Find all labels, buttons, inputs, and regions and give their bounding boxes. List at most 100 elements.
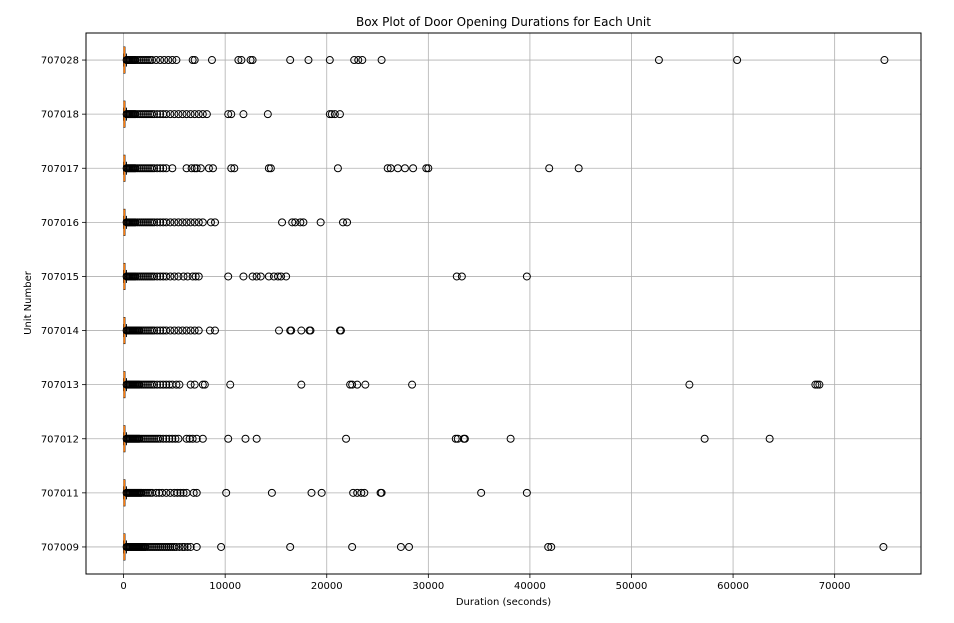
outlier-point (150, 110, 159, 119)
outlier-point (156, 56, 165, 65)
y-tick-label: 707018 (41, 110, 79, 121)
outlier-point (173, 488, 182, 497)
outlier-point (141, 488, 150, 497)
outlier-point (153, 272, 162, 281)
y-tick-label: 707015 (41, 272, 79, 283)
x-tick-label: 10000 (209, 581, 241, 592)
outlier-point (179, 488, 188, 497)
outlier-point (174, 272, 183, 281)
outlier-point (192, 164, 201, 173)
outlier-point (460, 434, 469, 443)
outlier-point (202, 110, 211, 119)
outlier-point (574, 164, 583, 173)
outlier-point (226, 380, 235, 389)
outlier-point (187, 164, 196, 173)
box-707009 (122, 533, 888, 561)
outlier-point (162, 218, 171, 227)
outlier-point (150, 542, 159, 551)
outlier-point (139, 326, 148, 335)
outlier-point (133, 110, 142, 119)
outlier-point (137, 434, 146, 443)
outlier-point (237, 56, 246, 65)
outlier-point (143, 488, 152, 497)
outlier-point (182, 110, 191, 119)
outlier-point (248, 272, 257, 281)
outlier-point (141, 164, 150, 173)
outlier-point (148, 542, 157, 551)
box-707018 (122, 100, 344, 128)
outlier-point (174, 326, 183, 335)
outlier-point (350, 56, 359, 65)
outlier-point (141, 110, 150, 119)
outlier-point (211, 218, 220, 227)
y-tick-label: 707012 (41, 434, 79, 445)
outlier-point (154, 542, 163, 551)
outlier-point (306, 326, 315, 335)
plot-layer (122, 46, 889, 561)
outlier-point (383, 164, 392, 173)
outlier-point (143, 326, 152, 335)
outlier-point (131, 272, 140, 281)
outlier-point (180, 542, 189, 551)
outlier-point (256, 272, 265, 281)
outlier-point (286, 542, 295, 551)
outlier-point (342, 434, 351, 443)
outlier-point (296, 218, 305, 227)
outlier-point (183, 542, 192, 551)
outlier-point (190, 164, 199, 173)
outlier-point (234, 56, 243, 65)
outlier-point (194, 218, 203, 227)
box-707011 (122, 479, 531, 507)
outlier-point (190, 326, 199, 335)
outlier-point (477, 488, 486, 497)
outlier-point (343, 218, 352, 227)
outlier-point (239, 272, 248, 281)
outlier-point (190, 218, 199, 227)
outlier-point (156, 380, 165, 389)
outlier-point (200, 380, 209, 389)
outlier-point (135, 218, 144, 227)
outlier-point (186, 380, 195, 389)
x-tick-label: 70000 (819, 581, 851, 592)
outlier-point (137, 380, 146, 389)
outlier-point (141, 272, 150, 281)
outlier-point (267, 488, 276, 497)
outlier-point (131, 218, 140, 227)
outlier-point (153, 110, 162, 119)
outlier-point (139, 488, 148, 497)
outlier-point (168, 164, 177, 173)
outlier-point (152, 56, 161, 65)
box-707015 (122, 262, 531, 290)
outlier-point (815, 380, 824, 389)
box-707017 (122, 154, 583, 182)
outlier-point (409, 164, 418, 173)
outlier-point (168, 434, 177, 443)
outlier-point (150, 380, 159, 389)
outlier-point (165, 434, 174, 443)
outlier-point (205, 326, 214, 335)
outlier-point (183, 272, 192, 281)
outlier-point (143, 218, 152, 227)
outlier-point (162, 272, 171, 281)
outlier-point (278, 218, 287, 227)
outlier-point (186, 542, 195, 551)
outlier-point (131, 56, 140, 65)
outlier-point (133, 164, 142, 173)
outlier-point (139, 380, 148, 389)
outlier-point (275, 326, 284, 335)
outlier-point (522, 488, 531, 497)
outlier-point (158, 542, 167, 551)
outlier-point (339, 218, 348, 227)
outlier-point (145, 542, 154, 551)
outlier-point (317, 488, 326, 497)
outlier-point (164, 56, 173, 65)
outlier-point (190, 56, 199, 65)
outlier-point (194, 110, 203, 119)
outlier-point (150, 218, 159, 227)
outlier-point (133, 56, 142, 65)
outlier-point (156, 434, 165, 443)
outlier-point (148, 434, 157, 443)
outlier-point (143, 434, 152, 443)
outlier-point (266, 164, 275, 173)
